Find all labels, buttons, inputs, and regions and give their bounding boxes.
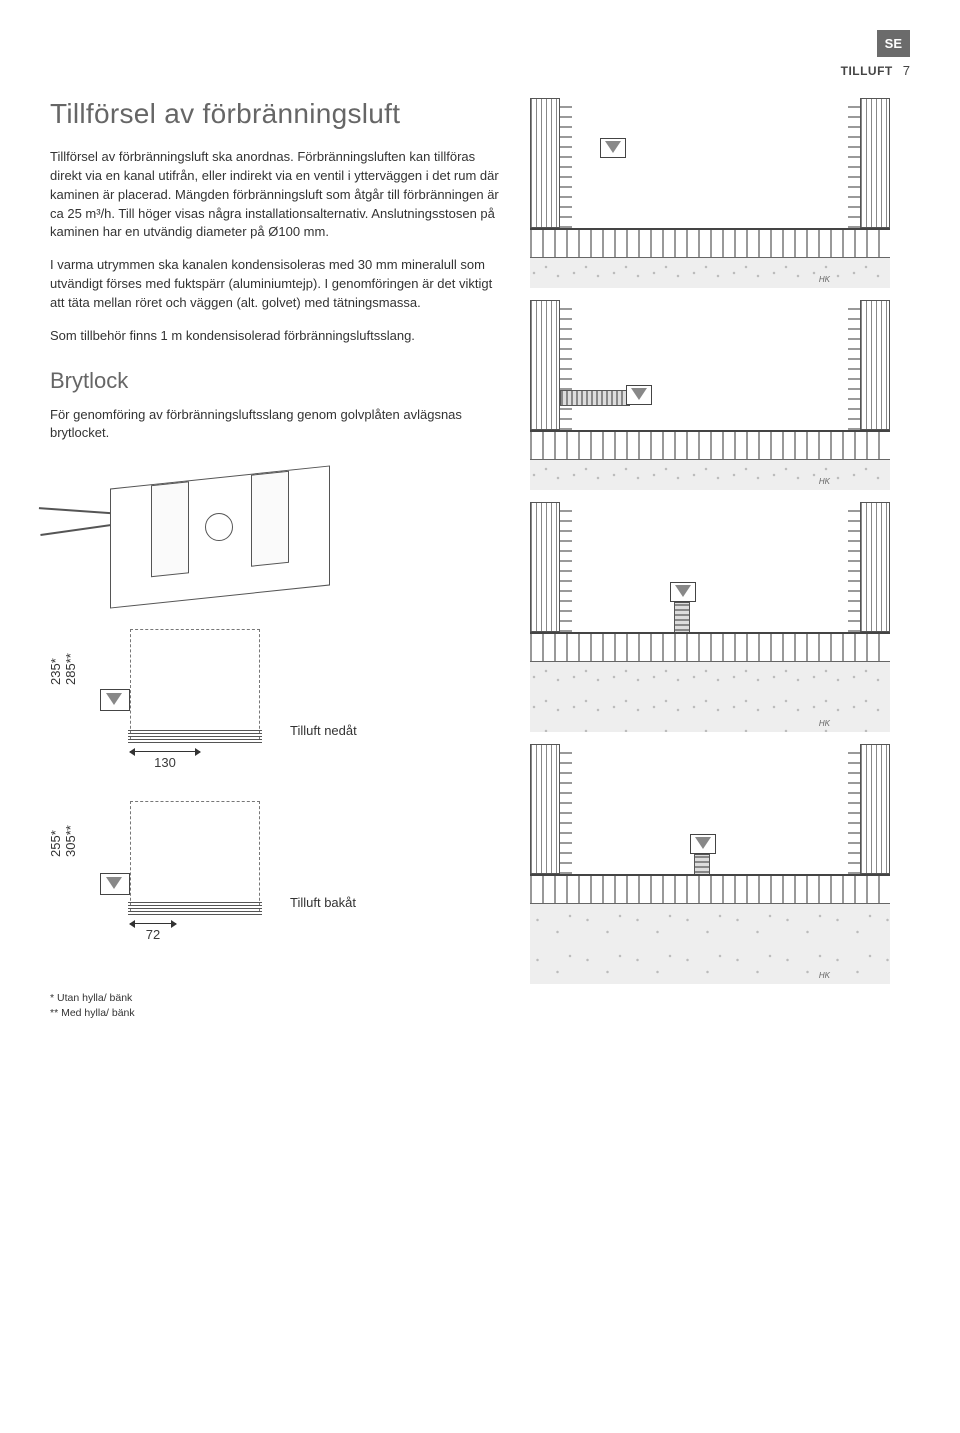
section-label: TILLUFT	[841, 64, 893, 78]
dim-down-horizontal: 130	[130, 751, 200, 770]
dim-back-vertical: 255* 305**	[48, 825, 78, 857]
dim-down-vertical: 235* 285**	[48, 653, 78, 685]
wall-vent-icon	[600, 138, 626, 158]
cross-section-floor-duct: HK	[530, 502, 890, 732]
page-title: Tillförsel av förbränningsluft	[50, 98, 500, 130]
paragraph-2: I varma utrymmen ska kanalen kondensisol…	[50, 256, 500, 313]
page-number: 7	[903, 63, 910, 78]
diagram-marker: HK	[819, 275, 830, 284]
dim-down-caption: Tilluft nedåt	[290, 723, 357, 738]
paragraph-3: Som tillbehör finns 1 m kondensisolerad …	[50, 327, 500, 346]
diagram-marker: HK	[819, 477, 830, 486]
stove-inlet-icon	[690, 834, 716, 854]
wall-duct-icon	[560, 390, 630, 406]
dim-back-horizontal: 72	[130, 923, 176, 942]
footnote-2: ** Med hylla/ bänk	[50, 1006, 500, 1021]
brytlock-illustration	[50, 457, 350, 617]
air-inlet-down-icon	[100, 689, 130, 711]
cross-section-foundation-duct: HK	[530, 744, 890, 984]
page-header: SE	[50, 30, 910, 57]
dimension-down-row: 235* 285** 130 Tilluft nedåt	[50, 629, 500, 789]
stove-outline-icon	[130, 801, 260, 911]
brytlock-text: För genomföring av förbränningsluftsslan…	[50, 406, 500, 444]
country-badge: SE	[877, 30, 910, 57]
section-header: TILLUFT 7	[50, 63, 910, 78]
footnote-1: * Utan hylla/ bänk	[50, 991, 500, 1006]
stove-base-icon	[128, 901, 262, 915]
brytlock-heading: Brytlock	[50, 368, 500, 394]
diagram-marker: HK	[819, 719, 830, 728]
dimension-figure-back: 255* 305** 72	[50, 801, 270, 951]
dimension-figure-down: 235* 285** 130	[50, 629, 270, 779]
air-inlet-back-icon	[100, 873, 130, 895]
vent-terminal-icon	[626, 385, 652, 405]
stove-inlet-icon	[670, 582, 696, 602]
stove-base-icon	[128, 729, 262, 743]
stove-outline-icon	[130, 629, 260, 739]
diagram-marker: HK	[819, 971, 830, 980]
paragraph-1: Tillförsel av förbränningsluft ska anord…	[50, 148, 500, 242]
dimension-back-row: 255* 305** 72 Tilluft bakåt	[50, 801, 500, 961]
cross-section-wall-duct: HK	[530, 300, 890, 490]
dim-back-caption: Tilluft bakåt	[290, 895, 356, 910]
footnotes: * Utan hylla/ bänk ** Med hylla/ bänk	[50, 991, 500, 1020]
cross-section-vent-high: HK	[530, 98, 890, 288]
